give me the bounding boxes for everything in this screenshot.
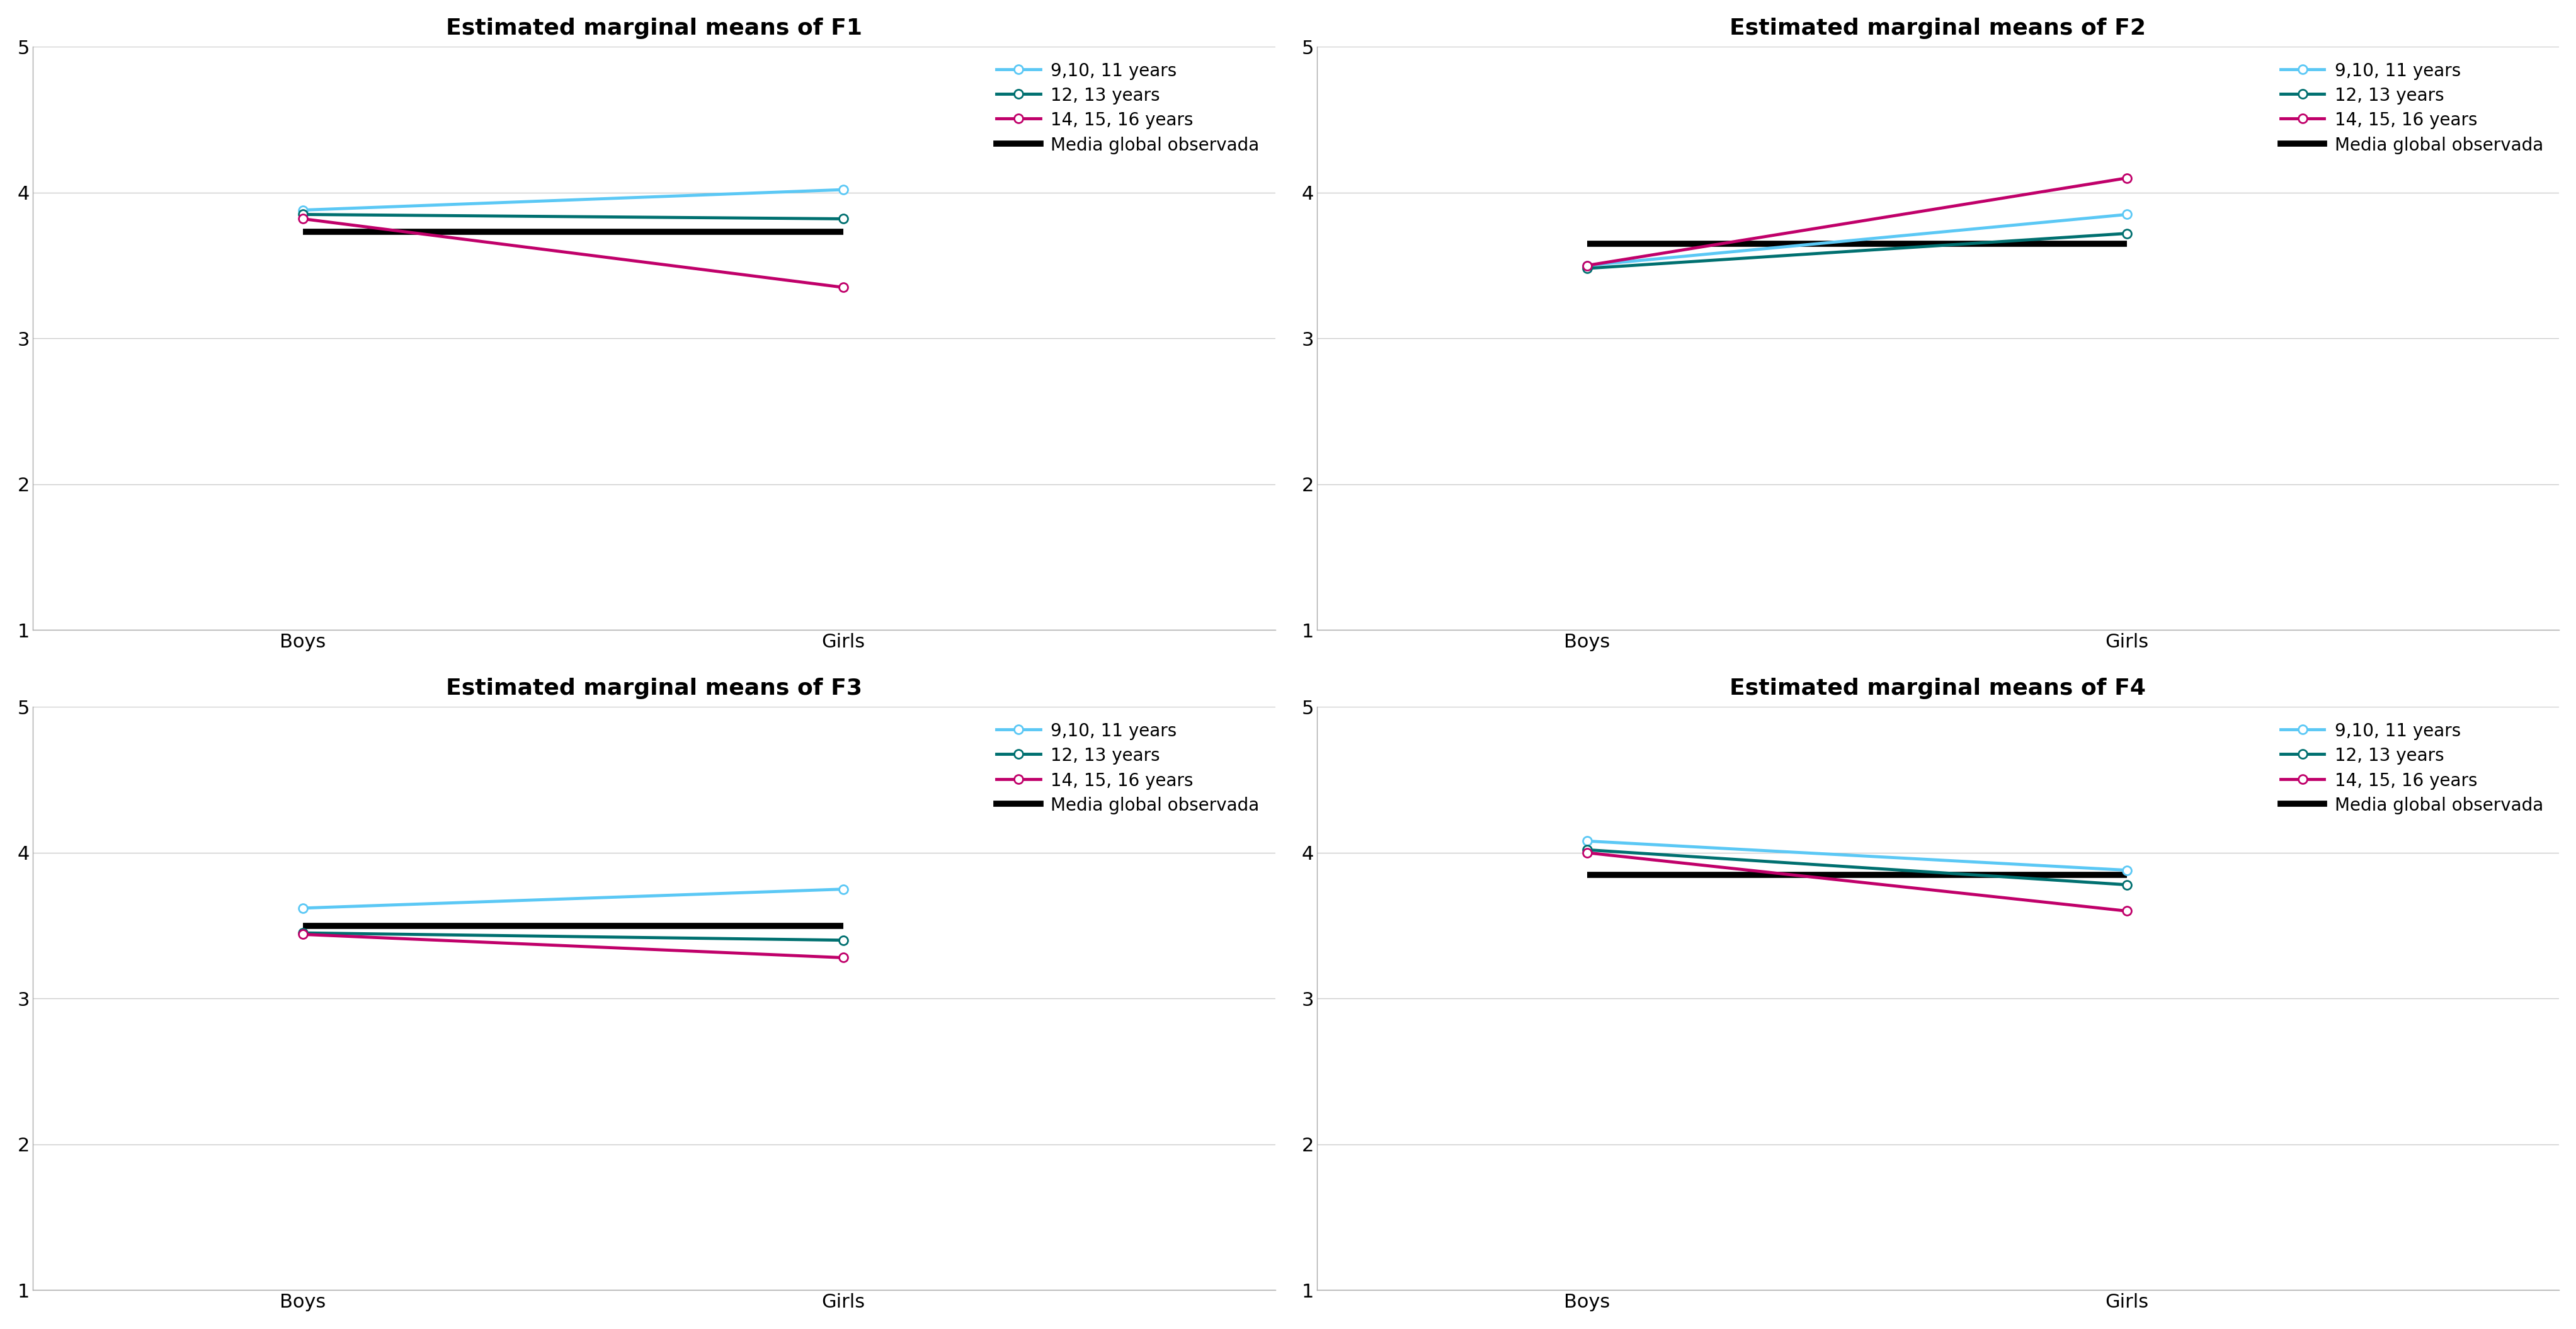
Legend: 9,10, 11 years, 12, 13 years, 14, 15, 16 years, Media global observada: 9,10, 11 years, 12, 13 years, 14, 15, 16… [989, 56, 1267, 161]
Title: Estimated marginal means of F3: Estimated marginal means of F3 [446, 678, 863, 699]
Title: Estimated marginal means of F4: Estimated marginal means of F4 [1728, 678, 2146, 699]
Legend: 9,10, 11 years, 12, 13 years, 14, 15, 16 years, Media global observada: 9,10, 11 years, 12, 13 years, 14, 15, 16… [2272, 56, 2550, 161]
Legend: 9,10, 11 years, 12, 13 years, 14, 15, 16 years, Media global observada: 9,10, 11 years, 12, 13 years, 14, 15, 16… [2272, 715, 2550, 821]
Legend: 9,10, 11 years, 12, 13 years, 14, 15, 16 years, Media global observada: 9,10, 11 years, 12, 13 years, 14, 15, 16… [989, 715, 1267, 821]
Title: Estimated marginal means of F2: Estimated marginal means of F2 [1728, 17, 2146, 39]
Title: Estimated marginal means of F1: Estimated marginal means of F1 [446, 17, 863, 39]
